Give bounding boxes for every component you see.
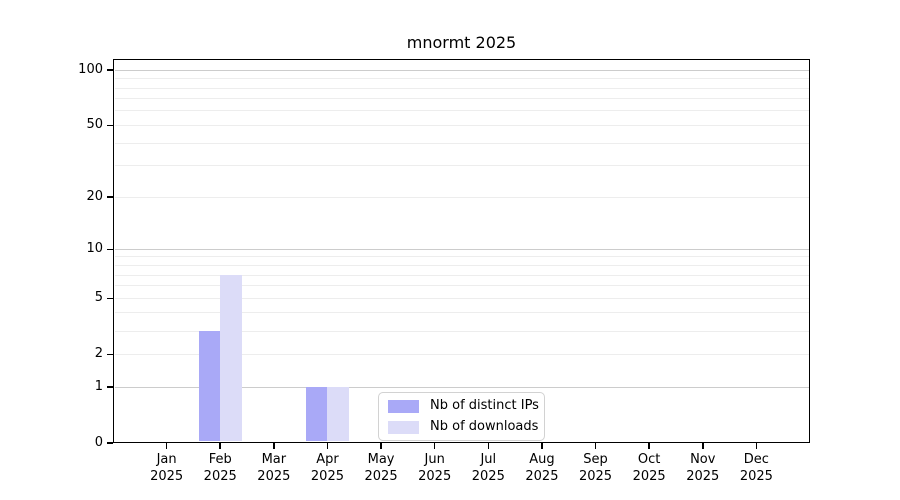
x-axis-tick bbox=[594, 443, 597, 449]
bar-downloads bbox=[220, 275, 242, 442]
bar-distinct-ips bbox=[198, 331, 221, 442]
y-axis-tick bbox=[107, 69, 113, 71]
legend-entry-downloads: Nb of downloads bbox=[388, 419, 539, 434]
x-axis-tick bbox=[433, 443, 436, 449]
minor-gridline bbox=[114, 265, 809, 266]
y-axis-tick-label: 5 bbox=[94, 290, 103, 306]
legend-swatch-downloads bbox=[388, 420, 419, 434]
minor-gridline bbox=[114, 142, 809, 144]
x-axis-tick bbox=[219, 443, 221, 449]
minor-gridline bbox=[114, 256, 809, 258]
bar-distinct-ips bbox=[305, 387, 328, 442]
minor-gridline bbox=[114, 124, 809, 126]
legend-entry-distinct-ips: Nb of distinct IPs bbox=[388, 399, 539, 413]
chart-legend: Nb of distinct IPs Nb of downloads bbox=[378, 392, 545, 441]
x-axis-tick bbox=[541, 443, 543, 449]
x-axis-tick bbox=[487, 443, 490, 449]
minor-gridline bbox=[114, 78, 809, 80]
x-axis-tick-label: Jun 2025 bbox=[418, 452, 452, 484]
legend-label-downloads: Nb of downloads bbox=[430, 419, 539, 434]
y-axis-tick bbox=[107, 297, 113, 299]
y-axis-tick bbox=[107, 353, 113, 355]
minor-gridline bbox=[114, 87, 809, 89]
plot-area bbox=[113, 59, 810, 443]
major-gridline bbox=[114, 69, 809, 71]
x-axis-tick bbox=[380, 443, 382, 449]
y-axis-tick bbox=[107, 386, 113, 388]
minor-gridline bbox=[114, 98, 809, 100]
y-axis-tick bbox=[107, 442, 113, 444]
x-axis-tick bbox=[702, 443, 704, 449]
x-axis-tick-label: Nov 2025 bbox=[686, 452, 720, 484]
x-axis-tick-label: Feb 2025 bbox=[203, 452, 237, 484]
x-axis-tick bbox=[165, 443, 168, 449]
bar-downloads bbox=[327, 387, 349, 442]
x-axis-tick-label: Aug 2025 bbox=[525, 452, 559, 484]
minor-gridline bbox=[114, 297, 809, 299]
y-axis-tick bbox=[107, 124, 113, 127]
minor-gridline bbox=[114, 196, 809, 198]
y-axis-tick bbox=[107, 248, 113, 251]
minor-gridline bbox=[114, 110, 809, 112]
x-axis-tick bbox=[273, 443, 275, 449]
minor-gridline bbox=[114, 330, 809, 332]
legend-label-distinct-ips: Nb of distinct IPs bbox=[430, 398, 539, 413]
chart-title: mnormt 2025 bbox=[406, 33, 517, 52]
major-gridline bbox=[114, 248, 809, 250]
x-axis-tick bbox=[648, 443, 650, 449]
y-axis-tick bbox=[107, 196, 113, 198]
y-axis-tick-label: 100 bbox=[78, 62, 103, 78]
legend-swatch-distinct-ips bbox=[388, 399, 419, 413]
y-axis-tick-label: 50 bbox=[86, 117, 103, 133]
y-axis-tick-label: 2 bbox=[94, 346, 103, 362]
y-axis-tick-label: 10 bbox=[86, 241, 103, 257]
y-axis-tick-label: 0 bbox=[94, 435, 103, 450]
x-axis-tick-label: Mar 2025 bbox=[257, 452, 291, 484]
x-axis-tick-label: Apr 2025 bbox=[310, 452, 344, 484]
x-axis-tick-label: Sep 2025 bbox=[578, 452, 613, 484]
y-axis-tick-label: 20 bbox=[86, 189, 103, 205]
minor-gridline bbox=[114, 285, 809, 287]
major-gridline bbox=[114, 386, 809, 388]
y-axis-tick-label: 1 bbox=[94, 379, 103, 394]
x-axis-tick-label: May 2025 bbox=[364, 452, 398, 484]
minor-gridline bbox=[114, 312, 809, 314]
x-axis-tick-label: Oct 2025 bbox=[632, 452, 666, 484]
x-axis-tick-label: Dec 2025 bbox=[739, 452, 773, 484]
minor-gridline bbox=[114, 353, 809, 355]
x-axis-tick-label: Jan 2025 bbox=[150, 452, 184, 484]
x-axis-tick bbox=[755, 443, 758, 449]
minor-gridline bbox=[114, 165, 809, 167]
x-axis-tick-label: Jul 2025 bbox=[471, 452, 505, 484]
minor-gridline bbox=[114, 274, 809, 276]
x-axis-tick bbox=[326, 443, 329, 449]
